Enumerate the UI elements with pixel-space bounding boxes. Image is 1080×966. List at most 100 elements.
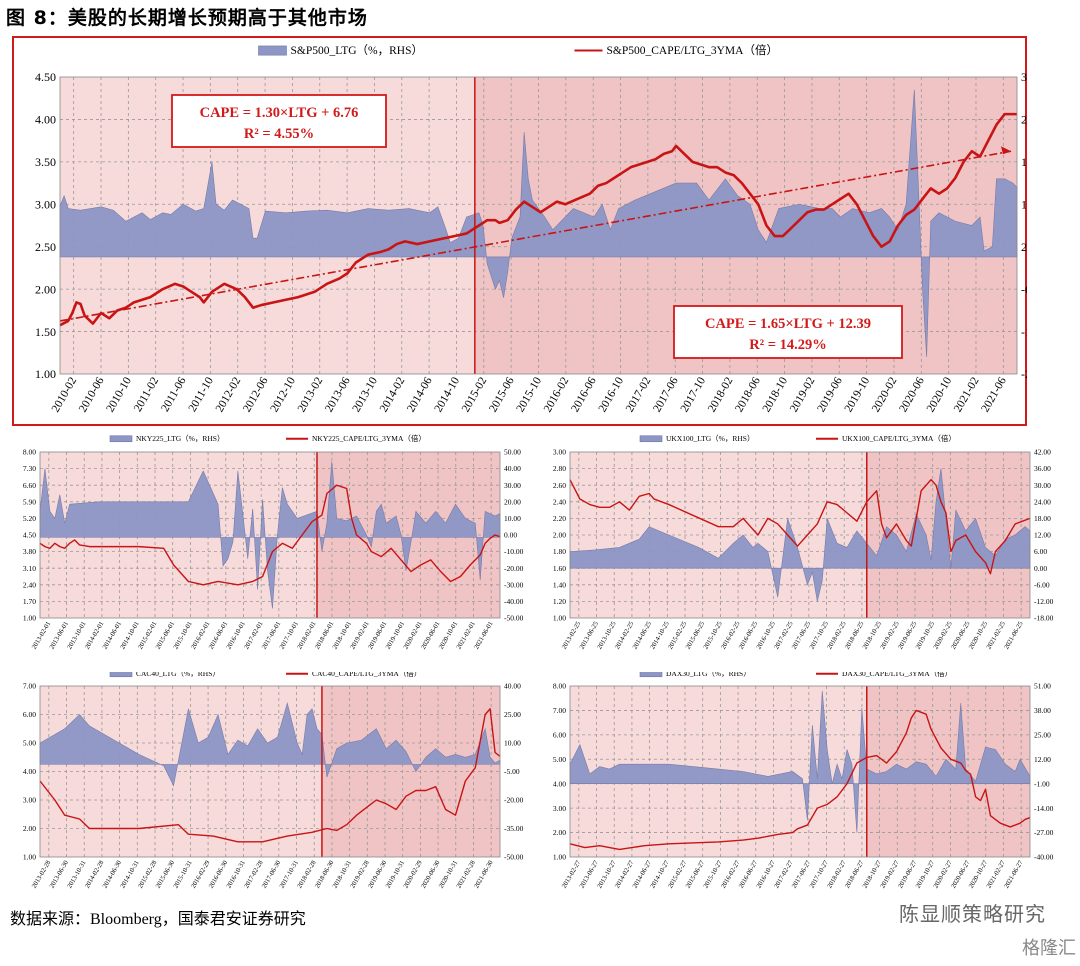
left-axis-tick-label: 6.60 [23, 481, 36, 490]
annotation-pre-r2: R² = 4.55% [244, 126, 314, 142]
right-axis-tick-label: -12.00 [1034, 597, 1054, 606]
left-axis-tick-label: 2.00 [23, 824, 36, 833]
annotation-post-equation: CAPE = 1.65×LTG + 12.39 [705, 316, 871, 332]
right-axis-tick-label: 2.00 [1021, 240, 1027, 254]
left-axis-tick-label: 1.80 [553, 547, 566, 556]
x-axis-tick-label: 2016-02 [542, 375, 572, 414]
right-axis-tick-label: 18.00 [1021, 155, 1027, 169]
right-axis-tick-label: -27.00 [1034, 828, 1054, 837]
legend-line-label: UKX100_CAPE/LTG_3YMA（倍） [842, 433, 956, 443]
left-axis-tick-label: 2.80 [553, 464, 566, 473]
x-axis-tick-label: 2011-02 [132, 375, 161, 414]
left-axis-tick-label: 3.00 [23, 796, 36, 805]
right-axis-tick-label: 12.00 [1034, 531, 1051, 540]
left-axis-tick-label: 4.00 [553, 779, 566, 788]
legend-area-swatch [639, 435, 663, 443]
left-axis-tick-label: 1.00 [23, 614, 36, 623]
left-axis-tick-label: 5.20 [23, 514, 36, 523]
cape-ltg-line-series [39, 484, 501, 586]
x-axis-tick-label: 2021-06 [979, 375, 1009, 414]
legend-area-swatch [109, 672, 133, 678]
cape-ltg-line-series [59, 112, 1017, 327]
left-axis-tick-label: 8.00 [23, 448, 36, 457]
x-axis-tick-label: 2011-06 [159, 375, 188, 414]
right-axis-tick-label: 10.00 [504, 514, 521, 523]
left-axis-tick-label: 2.40 [553, 497, 566, 506]
x-axis-tick-label: 2020-02 [870, 375, 900, 414]
left-axis-tick-label: 1.00 [23, 853, 36, 862]
trend-line [59, 150, 1012, 322]
ltg-area-series [59, 89, 1018, 358]
right-axis-tick-label: -30.00 [504, 580, 524, 589]
legend-area-swatch [109, 435, 133, 443]
right-axis-tick-label: -40.00 [1034, 853, 1054, 862]
x-axis-tick-label: 2019-06 [815, 375, 845, 414]
main-chart: 4.50 4.00 3.50 3.00 2.50 2.00 1.50 1.00 34.00 26.… [35, 43, 1027, 414]
left-axis-tick-label: 2.20 [553, 514, 566, 523]
brand-watermark: 陈显顺策略研究 [899, 902, 1046, 926]
x-axis-tick-label: 2018-02 [706, 375, 736, 414]
x-axis-tick-label: 2017-02 [624, 375, 654, 414]
plot-background-post [321, 686, 500, 857]
left-axis-tick-label: 5.00 [553, 755, 566, 764]
x-axis-tick-label: 2015-06 [487, 375, 517, 414]
legend-area-label: DAX30_LTG（%，RHS） [666, 672, 751, 678]
dax30-chart: 8.00 7.00 6.00 5.00 4.00 3.00 2.00 1.00 51.00 38.… [553, 672, 1054, 890]
left-axis-tick-label: 1.70 [23, 597, 36, 606]
right-axis-tick-label: 36.00 [1034, 464, 1051, 473]
ltg-area-series [39, 461, 501, 609]
x-axis-tick-label: 2018-10 [761, 375, 791, 414]
x-axis-tick-label: 2020-10 [925, 375, 955, 414]
right-axis-tick-label: 12.00 [1034, 755, 1051, 764]
legend-line-label: S&P500_CAPE/LTG_3YMA（倍） [607, 43, 778, 57]
figure-title: 图 8：美股的长期增长预期高于其他市场 [6, 7, 368, 29]
right-axis-tick-label: -10.00 [504, 547, 524, 556]
right-axis-tick-label: 40.00 [504, 682, 521, 691]
annotation-post-r2: R² = 14.29% [749, 337, 826, 353]
plot-frame [39, 451, 501, 619]
left-axis-tick-label: 1.20 [553, 597, 566, 606]
legend-line-label: CAC40_CAPE/LTG_3YMA（倍） [312, 672, 421, 678]
x-axis-tick-label: 2020-06 [897, 375, 927, 414]
left-axis-tick-label: 4.50 [35, 70, 56, 84]
left-axis-tick-label: 1.00 [35, 367, 56, 381]
x-axis-tick-label: 2018-06 [733, 375, 763, 414]
left-axis-tick-label: 7.00 [553, 706, 566, 715]
x-axis-tick-label: 2019-10 [843, 375, 873, 414]
cape-ltg-line-series [569, 478, 1031, 575]
right-axis-tick-label: 0.00 [504, 531, 517, 540]
left-axis-tick-label: 2.60 [553, 481, 566, 490]
right-axis-tick-label: -18.00 [1034, 614, 1054, 623]
legend-line-label: DAX30_CAPE/LTG_3YMA（倍） [842, 672, 952, 678]
left-axis-tick-label: 4.00 [23, 767, 36, 776]
right-axis-tick-label: 10.00 [504, 739, 521, 748]
ltg-area-series [569, 468, 1031, 602]
right-axis-tick-label: -14.00 [1021, 325, 1027, 339]
x-axis-tick-label: 2013-02 [296, 375, 326, 414]
annotation-box-pre [171, 94, 387, 148]
x-axis-tick-label: 2013-06 [323, 375, 353, 414]
x-axis-tick-label: 2016-06 [569, 375, 599, 414]
left-axis-tick-label: 3.80 [23, 547, 36, 556]
x-axis-tick-label: 2012-02 [214, 375, 244, 414]
right-axis-tick-label: -20.00 [504, 796, 524, 805]
x-axis-tick-label: 2014-10 [432, 375, 462, 414]
left-axis-tick-label: 6.00 [553, 730, 566, 739]
right-axis-tick-label: -35.00 [504, 824, 524, 833]
right-axis-tick-label: -1.00 [1034, 779, 1050, 788]
brand-sub-watermark: 格隆汇 [1022, 938, 1076, 959]
left-axis-tick-label: 2.00 [35, 282, 56, 296]
x-axis-tick-label: 2015-10 [515, 375, 545, 414]
x-axis-tick-label: 2015-02 [460, 375, 490, 414]
left-axis-tick-label: 3.10 [23, 564, 36, 573]
right-axis-tick-label: 38.00 [1034, 706, 1051, 715]
x-axis-tick-label: 2017-06 [651, 375, 681, 414]
legend-area-label: S&P500_LTG（%，RHS） [291, 44, 424, 57]
left-axis-tick-label: 1.60 [553, 564, 566, 573]
left-axis-tick-label: 3.00 [553, 804, 566, 813]
annotation-pre-equation: CAPE = 1.30×LTG + 6.76 [200, 105, 359, 121]
right-axis-tick-label: -6.00 [1021, 282, 1027, 296]
legend-area-label: NKY225_LTG（%，RHS） [136, 434, 224, 443]
legend-area-swatch [639, 672, 663, 678]
left-axis-tick-label: 1.40 [553, 580, 566, 589]
